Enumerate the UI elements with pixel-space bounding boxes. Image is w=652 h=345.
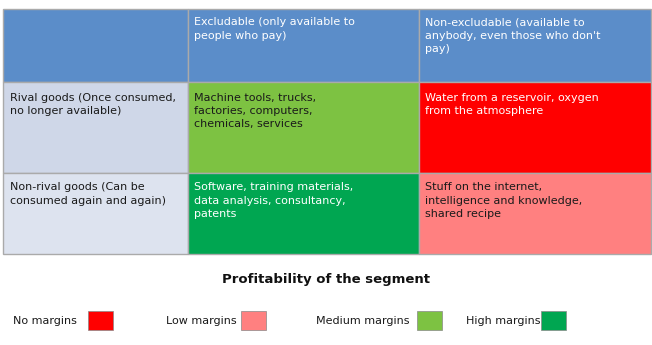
Text: High margins: High margins bbox=[466, 316, 541, 326]
Text: Rival goods (Once consumed,
no longer available): Rival goods (Once consumed, no longer av… bbox=[10, 93, 176, 116]
Text: Software, training materials,
data analysis, consultancy,
patents: Software, training materials, data analy… bbox=[194, 183, 353, 219]
Bar bbox=[3, 173, 188, 254]
Bar bbox=[3, 82, 188, 173]
Bar bbox=[419, 9, 651, 82]
Text: Low margins: Low margins bbox=[166, 316, 237, 326]
Bar bbox=[188, 9, 419, 82]
Bar bbox=[188, 173, 419, 254]
Bar bbox=[241, 311, 266, 331]
Text: Excludable (only available to
people who pay): Excludable (only available to people who… bbox=[194, 18, 355, 41]
Text: Water from a reservoir, oxygen
from the atmosphere: Water from a reservoir, oxygen from the … bbox=[426, 93, 599, 116]
Text: Non-rival goods (Can be
consumed again and again): Non-rival goods (Can be consumed again a… bbox=[10, 183, 166, 206]
Bar bbox=[419, 82, 651, 173]
Bar bbox=[88, 311, 113, 331]
Bar bbox=[417, 311, 442, 331]
Bar bbox=[3, 9, 188, 82]
Bar bbox=[188, 82, 419, 173]
Text: Machine tools, trucks,
factories, computers,
chemicals, services: Machine tools, trucks, factories, comput… bbox=[194, 93, 316, 129]
Text: Stuff on the internet,
intelligence and knowledge,
shared recipe: Stuff on the internet, intelligence and … bbox=[426, 183, 583, 219]
Bar bbox=[419, 173, 651, 254]
Text: Profitability of the segment: Profitability of the segment bbox=[222, 273, 430, 286]
Text: Non-excludable (available to
anybody, even those who don't
pay): Non-excludable (available to anybody, ev… bbox=[426, 18, 601, 54]
Text: Medium margins: Medium margins bbox=[316, 316, 409, 326]
Bar bbox=[541, 311, 566, 331]
Text: No margins: No margins bbox=[13, 316, 77, 326]
